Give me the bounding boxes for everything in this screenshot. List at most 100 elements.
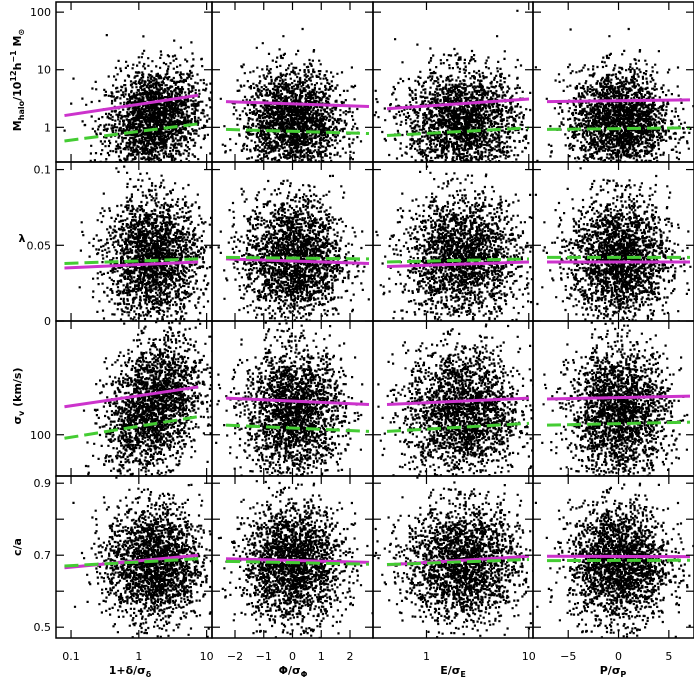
x-tick-label: 1 <box>318 650 325 663</box>
median-line <box>225 557 370 564</box>
scatter-points <box>375 165 533 321</box>
scatter-points <box>217 174 370 321</box>
panel-r2-c3 <box>372 161 534 322</box>
scatter-points <box>377 323 533 476</box>
y-tick-label: 0.05 <box>27 239 52 252</box>
scatter-cloud <box>78 165 212 321</box>
dashed-line <box>546 126 691 131</box>
dashed-line <box>64 122 199 143</box>
scatter-points <box>534 167 694 321</box>
scatter-cloud <box>82 321 212 476</box>
x-tick-label: 10 <box>200 650 214 663</box>
panel-r3-c1: 100 <box>30 320 213 477</box>
dashed-line <box>386 126 530 138</box>
median-line <box>546 394 691 401</box>
scatter-cloud <box>375 165 533 321</box>
y-tick-label: 1 <box>44 121 51 134</box>
x-tick-label: −5 <box>560 650 576 663</box>
panel-r1-c3 <box>372 1 534 163</box>
median-line <box>64 260 199 270</box>
axes-labels-group: Mhalo/1012h−1 M⊙ λ σv (km/s) c/a 1+δ/σδ … <box>9 29 626 679</box>
x-label-delta: 1+δ/σδ <box>109 664 152 679</box>
panel-r3-c2 <box>211 320 374 477</box>
scatter-cloud <box>373 476 533 638</box>
panel-r4-c4: −5 0 5 <box>532 475 694 663</box>
panel-frame <box>532 475 694 639</box>
scatter-points <box>219 27 369 162</box>
dashed-line <box>386 421 530 433</box>
median-line <box>225 396 370 407</box>
panel-r3-c4 <box>532 320 694 477</box>
y-tick-label: 0.1 <box>34 164 52 177</box>
x-tick-label: 5 <box>665 650 672 663</box>
scatter-cloud <box>63 34 212 162</box>
median-line <box>386 260 530 268</box>
y-tick-label: 0.5 <box>34 621 52 634</box>
median-line <box>225 257 370 265</box>
x-tick-label: −2 <box>227 650 243 663</box>
scatter-points <box>373 476 533 638</box>
x-label-phi: Φ/σΦ <box>279 664 308 679</box>
y-label-lambda: λ <box>19 232 26 245</box>
y-tick-label: 100 <box>30 429 51 442</box>
dashed-line <box>546 420 691 427</box>
panel-r4-c1: 0.1 1 10 0.5 0.7 0.9 <box>34 475 214 663</box>
panel-r4-c3: 1 10 <box>372 475 536 663</box>
median-line <box>225 100 370 108</box>
scatter-cloud <box>72 476 212 638</box>
x-tick-label: −1 <box>256 650 272 663</box>
scatter-cloud <box>534 167 694 321</box>
scatter-points <box>78 165 212 321</box>
dashed-line <box>386 257 530 264</box>
median-line <box>386 97 530 111</box>
y-tick-label: 100 <box>30 6 51 19</box>
panel-r1-c1: 1 10 100 <box>30 1 213 163</box>
panel-r1-c4 <box>532 1 694 163</box>
scatter-cloud <box>373 9 533 162</box>
scatter-cloud <box>215 321 364 476</box>
dashed-line <box>225 559 370 566</box>
panel-r4-c2: −2 −1 0 1 2 <box>211 475 374 663</box>
x-tick-label: 1 <box>423 650 430 663</box>
y-tick-label: 0 <box>44 315 51 328</box>
median-line <box>546 98 691 104</box>
x-tick-label: 0.1 <box>62 650 80 663</box>
dashed-line <box>64 415 199 440</box>
dashed-line <box>64 257 199 265</box>
median-line <box>64 385 199 409</box>
scatter-points <box>72 476 212 638</box>
y-tick-label: 0.9 <box>34 477 52 490</box>
y-tick-label: 10 <box>37 64 51 77</box>
scatter-cloud <box>219 27 369 162</box>
dashed-line <box>225 255 370 261</box>
panel-r1-c2 <box>211 1 374 163</box>
scatter-points <box>82 321 212 476</box>
x-tick-label: 0 <box>615 650 622 663</box>
scatter-cloud <box>377 323 533 476</box>
x-tick-label: 0 <box>289 650 296 663</box>
x-label-p: P/σP <box>600 664 627 679</box>
x-tick-label: 10 <box>522 650 536 663</box>
dashed-line <box>386 558 530 567</box>
y-label-c-over-a: c/a <box>11 538 24 556</box>
dashed-line <box>225 127 370 136</box>
scatter-points <box>373 9 533 162</box>
scatter-points <box>63 34 212 162</box>
dashed-line <box>225 423 370 433</box>
panel-r3-c3 <box>372 320 534 477</box>
x-tick-label: 1 <box>135 650 142 663</box>
x-label-e: E/σE <box>440 664 466 679</box>
y-tick-label: 0.7 <box>34 549 52 562</box>
scatter-points <box>534 27 694 162</box>
median-line <box>386 396 530 407</box>
y-label-halo-mass: Mhalo/1012h−1 M⊙ <box>9 29 26 131</box>
panel-r2-c4 <box>532 161 694 322</box>
scatter-cloud <box>534 27 694 162</box>
median-line <box>64 93 199 118</box>
y-label-sigma-v: σv (km/s) <box>11 367 26 424</box>
dashed-line <box>64 557 199 568</box>
panel-r2-c2 <box>211 161 374 322</box>
scatter-points <box>215 321 364 476</box>
